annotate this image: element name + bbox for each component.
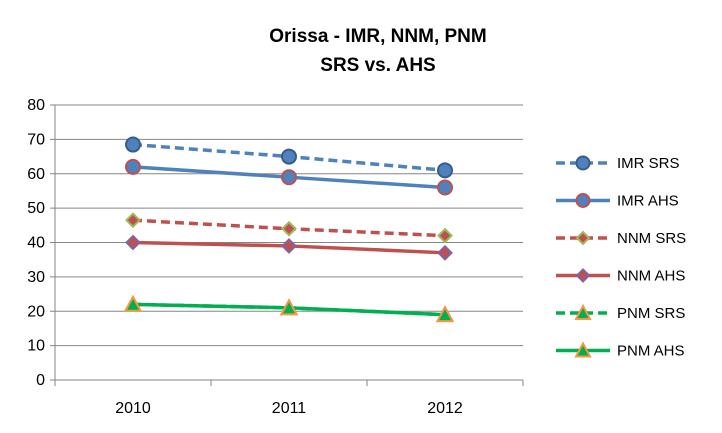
series-group — [123, 136, 455, 323]
data-point-imr-srs-2011 — [281, 148, 297, 165]
legend-marker-nnm-ahs — [575, 268, 591, 283]
legend-label-pnm-ahs: PNM AHS — [617, 343, 685, 360]
legend-marker-pnm-ahs — [574, 341, 592, 358]
legend-entry-nnm-srs: NNM SRS — [556, 230, 686, 247]
axes — [50, 104, 524, 386]
y-tick-label-40: 40 — [27, 235, 45, 252]
x-tick-label-2011: 2011 — [272, 400, 307, 417]
x-axis-ticks: 2010 2011 2012 — [115, 400, 463, 417]
legend-label-pnm-srs: PNM SRS — [617, 305, 685, 322]
data-point-nnm-ahs-2012 — [437, 244, 453, 261]
data-point-nnm-srs-2010 — [125, 212, 141, 229]
legend-marker-imr-ahs — [575, 193, 591, 208]
chart-title: Orissa - IMR, NNM, PNM — [269, 26, 486, 47]
data-point-imr-ahs-2010 — [125, 158, 141, 175]
data-point-nnm-srs-2011 — [281, 220, 297, 237]
series-pnm-ahs — [123, 294, 455, 323]
x-tick-label-2010: 2010 — [115, 400, 151, 417]
legend-entry-nnm-ahs: NNM AHS — [556, 268, 685, 285]
legend-entry-imr-srs: IMR SRS — [556, 155, 680, 172]
legend-label-nnm-srs: NNM SRS — [617, 230, 686, 247]
series-nnm-srs — [125, 212, 453, 244]
data-point-pnm-ahs-2011 — [279, 298, 299, 316]
data-point-nnm-srs-2012 — [437, 227, 453, 244]
data-point-imr-srs-2012 — [437, 162, 453, 179]
legend: IMR SRS IMR AHS NNM SRS NNM AHS PNM SRS PNM A… — [556, 155, 686, 360]
legend-label-nnm-ahs: NNM AHS — [617, 268, 685, 285]
y-axis-ticks: 0 10 20 30 40 50 60 70 80 — [27, 97, 45, 389]
legend-entry-pnm-srs: PNM SRS — [556, 303, 685, 322]
data-point-nnm-ahs-2010 — [125, 234, 141, 251]
legend-marker-pnm-srs — [574, 303, 592, 320]
series-imr-srs — [125, 136, 453, 179]
data-point-imr-ahs-2011 — [281, 169, 297, 186]
y-tick-label-70: 70 — [27, 131, 45, 148]
legend-label-imr-srs: IMR SRS — [617, 155, 680, 172]
y-tick-label-30: 30 — [27, 269, 45, 286]
y-tick-label-50: 50 — [27, 200, 45, 217]
data-point-pnm-ahs-2012 — [435, 305, 455, 323]
data-point-imr-ahs-2012 — [437, 179, 453, 196]
legend-entry-imr-ahs: IMR AHS — [556, 193, 679, 210]
series-imr-ahs — [125, 158, 453, 196]
x-tick-label-2012: 2012 — [427, 400, 463, 417]
chart-subtitle: SRS vs. AHS — [320, 55, 435, 76]
legend-marker-imr-srs — [575, 155, 591, 171]
y-tick-label-60: 60 — [27, 166, 45, 183]
series-nnm-ahs — [125, 234, 453, 261]
legend-entry-pnm-ahs: PNM AHS — [556, 341, 685, 360]
legend-label-imr-ahs: IMR AHS — [617, 193, 679, 210]
y-tick-label-10: 10 — [27, 338, 45, 355]
y-tick-label-80: 80 — [27, 97, 45, 114]
y-tick-label-20: 20 — [27, 303, 45, 320]
data-point-imr-srs-2010 — [125, 136, 141, 153]
legend-marker-nnm-srs — [575, 230, 591, 246]
data-point-pnm-ahs-2010 — [123, 294, 143, 312]
data-point-nnm-ahs-2011 — [281, 238, 297, 254]
y-tick-label-0: 0 — [36, 372, 45, 389]
